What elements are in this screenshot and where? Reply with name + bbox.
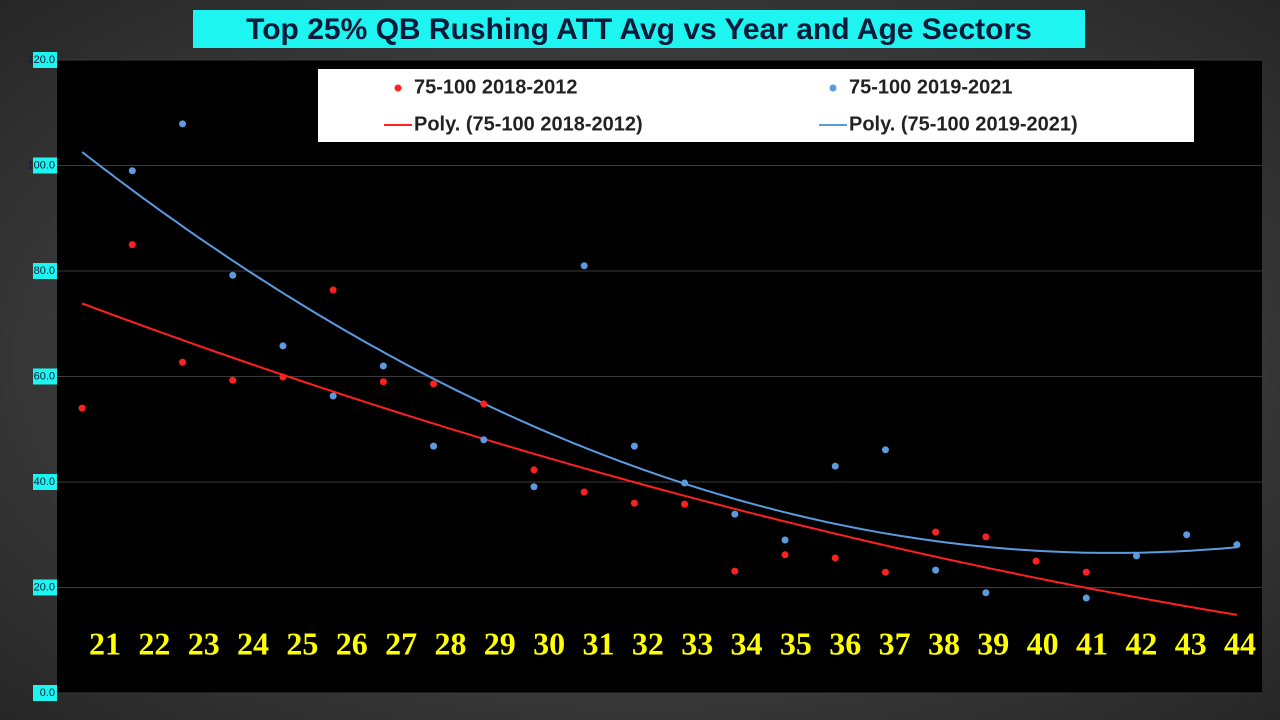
y-tick-box xyxy=(33,579,57,596)
x-tick-label: 32 xyxy=(632,625,664,661)
x-tick-label: 26 xyxy=(336,625,368,661)
legend-label: 75-100 2018-2012 xyxy=(414,76,577,98)
x-tick-label: 33 xyxy=(681,625,713,661)
x-tick-label: 35 xyxy=(780,625,812,661)
x-tick-label: 27 xyxy=(385,625,417,661)
x-tick-label: 37 xyxy=(879,625,911,661)
y-tick-box xyxy=(33,263,57,279)
legend-label: Poly. (75-100 2019-2021) xyxy=(849,113,1078,135)
point xyxy=(580,262,588,270)
point xyxy=(681,500,689,508)
x-tick-label: 34 xyxy=(731,625,763,661)
point xyxy=(1082,568,1090,576)
x-tick-label: 23 xyxy=(188,625,220,661)
legend-label: Poly. (75-100 2018-2012) xyxy=(414,113,643,135)
point xyxy=(480,436,488,444)
y-tick-label: 60.0 xyxy=(34,370,55,382)
y-tick-label: 20.0 xyxy=(34,581,55,593)
x-tick-label: 36 xyxy=(829,625,861,661)
point xyxy=(78,404,86,412)
point xyxy=(279,373,287,381)
point xyxy=(731,567,739,575)
point xyxy=(379,378,387,386)
point xyxy=(430,442,438,450)
point xyxy=(279,342,287,350)
point xyxy=(982,589,990,597)
point xyxy=(128,241,136,249)
point xyxy=(630,442,638,450)
chart-title: Top 25% QB Rushing ATT Avg vs Year and A… xyxy=(246,13,1032,46)
point xyxy=(781,536,789,544)
point xyxy=(480,400,488,408)
point xyxy=(229,271,237,279)
x-tick-label: 39 xyxy=(977,625,1009,661)
legend-label: 75-100 2019-2021 xyxy=(849,76,1012,98)
point xyxy=(932,566,940,574)
point xyxy=(179,358,187,366)
x-tick-label: 31 xyxy=(583,625,615,661)
y-tick-label: 0.0 xyxy=(40,687,55,699)
y-tick-label: 100.0 xyxy=(27,159,55,171)
point xyxy=(1032,557,1040,565)
y-tick-box xyxy=(33,474,57,490)
legend-box xyxy=(318,69,1194,142)
point xyxy=(1183,531,1191,539)
y-tick-label: 40.0 xyxy=(34,476,55,488)
point xyxy=(881,568,889,576)
title-box xyxy=(193,10,1085,48)
x-tick-label: 41 xyxy=(1076,625,1108,661)
point xyxy=(681,479,689,487)
point xyxy=(831,462,839,470)
x-tick-label: 25 xyxy=(286,625,318,661)
trendline xyxy=(81,302,1238,616)
point xyxy=(580,488,588,496)
y-tick-box xyxy=(33,157,57,174)
point xyxy=(731,510,739,518)
x-tick-label: 42 xyxy=(1125,625,1157,661)
point xyxy=(379,362,387,370)
y-tick-label: 120.0 xyxy=(27,54,55,66)
legend-marker xyxy=(394,84,402,92)
trendline xyxy=(81,151,1237,554)
point xyxy=(781,551,789,559)
point xyxy=(229,376,237,384)
y-tick-label: 80.0 xyxy=(34,265,55,277)
point xyxy=(128,167,136,175)
point xyxy=(530,483,538,491)
point xyxy=(881,446,889,454)
point xyxy=(1233,541,1241,549)
x-tick-label: 30 xyxy=(533,625,565,661)
x-tick-label: 29 xyxy=(484,625,516,661)
point xyxy=(179,120,187,128)
x-tick-label: 28 xyxy=(434,625,466,661)
point xyxy=(1082,594,1090,602)
point xyxy=(430,380,438,388)
point xyxy=(329,286,337,294)
point xyxy=(530,466,538,474)
point xyxy=(932,528,940,536)
x-tick-label: 22 xyxy=(138,625,170,661)
point xyxy=(831,554,839,562)
x-tick-label: 21 xyxy=(89,625,121,661)
legend-marker xyxy=(829,84,837,92)
x-tick-label: 24 xyxy=(237,625,269,661)
y-tick-box xyxy=(33,685,57,701)
x-tick-label: 43 xyxy=(1175,625,1207,661)
point xyxy=(630,499,638,507)
point xyxy=(329,392,337,400)
y-tick-box xyxy=(33,52,57,68)
point xyxy=(982,533,990,541)
point xyxy=(1132,552,1140,560)
x-tick-label: 44 xyxy=(1224,625,1256,661)
y-tick-box xyxy=(33,368,57,385)
x-tick-label: 38 xyxy=(928,625,960,661)
x-tick-label: 40 xyxy=(1027,625,1059,661)
